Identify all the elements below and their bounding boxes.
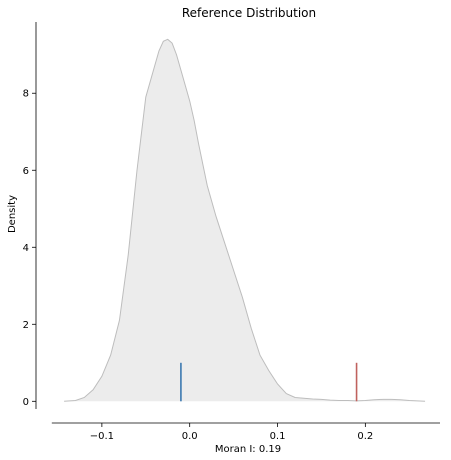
plot-area bbox=[64, 38, 426, 402]
y-tick-label: 2 bbox=[23, 320, 29, 331]
density-curve bbox=[64, 38, 426, 402]
y-tick-label: 6 bbox=[23, 166, 29, 177]
x-axis-ticks: −0.1 0.0 0.1 0.2 bbox=[90, 423, 373, 442]
y-tick-label: 0 bbox=[23, 397, 29, 408]
y-tick-label: 4 bbox=[23, 243, 29, 254]
x-tick-label: 0.1 bbox=[270, 431, 286, 442]
x-axis-label: Moran I: 0.19 bbox=[215, 444, 281, 455]
x-tick-label: 0.2 bbox=[357, 431, 373, 442]
x-tick-label: 0.0 bbox=[182, 431, 198, 442]
density-fill bbox=[64, 39, 426, 402]
y-axis-label: Density bbox=[7, 195, 18, 233]
x-tick-label: −0.1 bbox=[90, 431, 114, 442]
y-tick-label: 8 bbox=[23, 89, 29, 100]
chart-title: Reference Distribution bbox=[182, 6, 316, 20]
y-axis-ticks: 0 2 4 6 8 bbox=[23, 89, 36, 408]
